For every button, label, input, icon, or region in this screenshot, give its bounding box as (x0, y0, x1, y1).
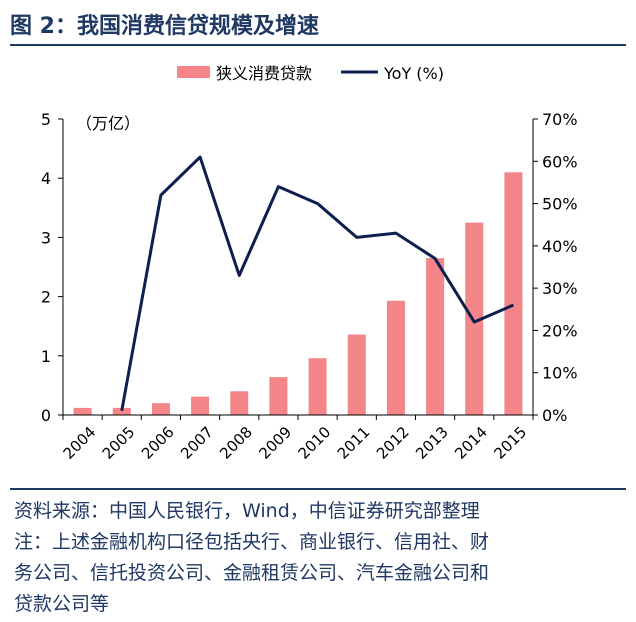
x-tick-label-2013: 2013 (412, 423, 452, 463)
chart-area: 狭义消费贷款 YoY (%) （万亿） 0123450%10%20%30%40%5… (41, 64, 578, 463)
left-tick-label: 0 (41, 406, 51, 425)
right-tick-label: 10% (542, 364, 578, 383)
bar-2009 (269, 377, 288, 415)
x-tick-label-2011: 2011 (334, 423, 374, 463)
legend: 狭义消费贷款 YoY (%) (177, 64, 444, 83)
figure-title: 图 2：我国消费信贷规模及增速 (10, 14, 319, 39)
right-tick-label: 60% (542, 152, 578, 171)
x-tick-label-2007: 2007 (177, 423, 217, 463)
bar-2008 (230, 391, 249, 415)
line-series (120, 155, 515, 412)
x-tick-label-2005: 2005 (99, 423, 139, 463)
left-tick-label: 1 (41, 347, 51, 366)
right-tick-label: 70% (542, 110, 578, 129)
legend-bar-swatch (177, 66, 210, 78)
bar-2010 (308, 358, 327, 415)
right-tick-label: 20% (542, 321, 578, 340)
scope-note-line-1: 注：上述金融机构口径包括央行、商业银行、信用社、财 (14, 531, 490, 553)
bar-2014 (465, 222, 484, 415)
bar-2004 (73, 407, 92, 415)
notes: 资料来源：中国人民银行，Wind，中信证券研究部整理 注：上述金融机构口径包括央… (14, 496, 626, 620)
bar-series (73, 172, 523, 415)
left-tick-label: 4 (41, 169, 51, 188)
notes-divider (10, 488, 626, 490)
bar-2015 (504, 172, 523, 415)
x-tick-label-2015: 2015 (490, 423, 530, 463)
right-tick-label: 0% (542, 406, 567, 425)
title-divider (10, 44, 626, 46)
source-note: 资料来源：中国人民银行，Wind，中信证券研究部整理 (14, 500, 480, 522)
x-tick-label-2012: 2012 (373, 423, 413, 463)
left-tick-label: 5 (41, 110, 51, 129)
x-tick-label-2004: 2004 (60, 423, 100, 463)
bar-2011 (347, 334, 366, 415)
left-tick-label: 3 (41, 228, 51, 247)
bar-2006 (151, 403, 170, 415)
x-tick-label-2014: 2014 (451, 423, 491, 463)
x-tick-label-2009: 2009 (255, 423, 295, 463)
legend-bar-label: 狭义消费贷款 (216, 64, 312, 83)
scope-note-line-2: 务公司、信托投资公司、金融租赁公司、汽车金融公司和 (14, 562, 490, 584)
right-tick-label: 30% (542, 279, 578, 298)
x-tick-label-2008: 2008 (216, 423, 256, 463)
right-tick-label: 50% (542, 195, 578, 214)
left-tick-label: 2 (41, 288, 51, 307)
legend-line-label: YoY (%) (383, 64, 444, 83)
scope-note-line-3: 贷款公司等 (14, 593, 110, 615)
right-tick-label: 40% (542, 237, 578, 256)
x-tick-label-2010: 2010 (295, 423, 335, 463)
bar-2013 (426, 258, 445, 415)
left-axis-unit-label: （万亿） (76, 114, 140, 133)
bar-2007 (191, 396, 210, 415)
x-tick-label-2006: 2006 (138, 423, 178, 463)
bar-2012 (386, 300, 405, 415)
bar-2005 (112, 407, 131, 415)
